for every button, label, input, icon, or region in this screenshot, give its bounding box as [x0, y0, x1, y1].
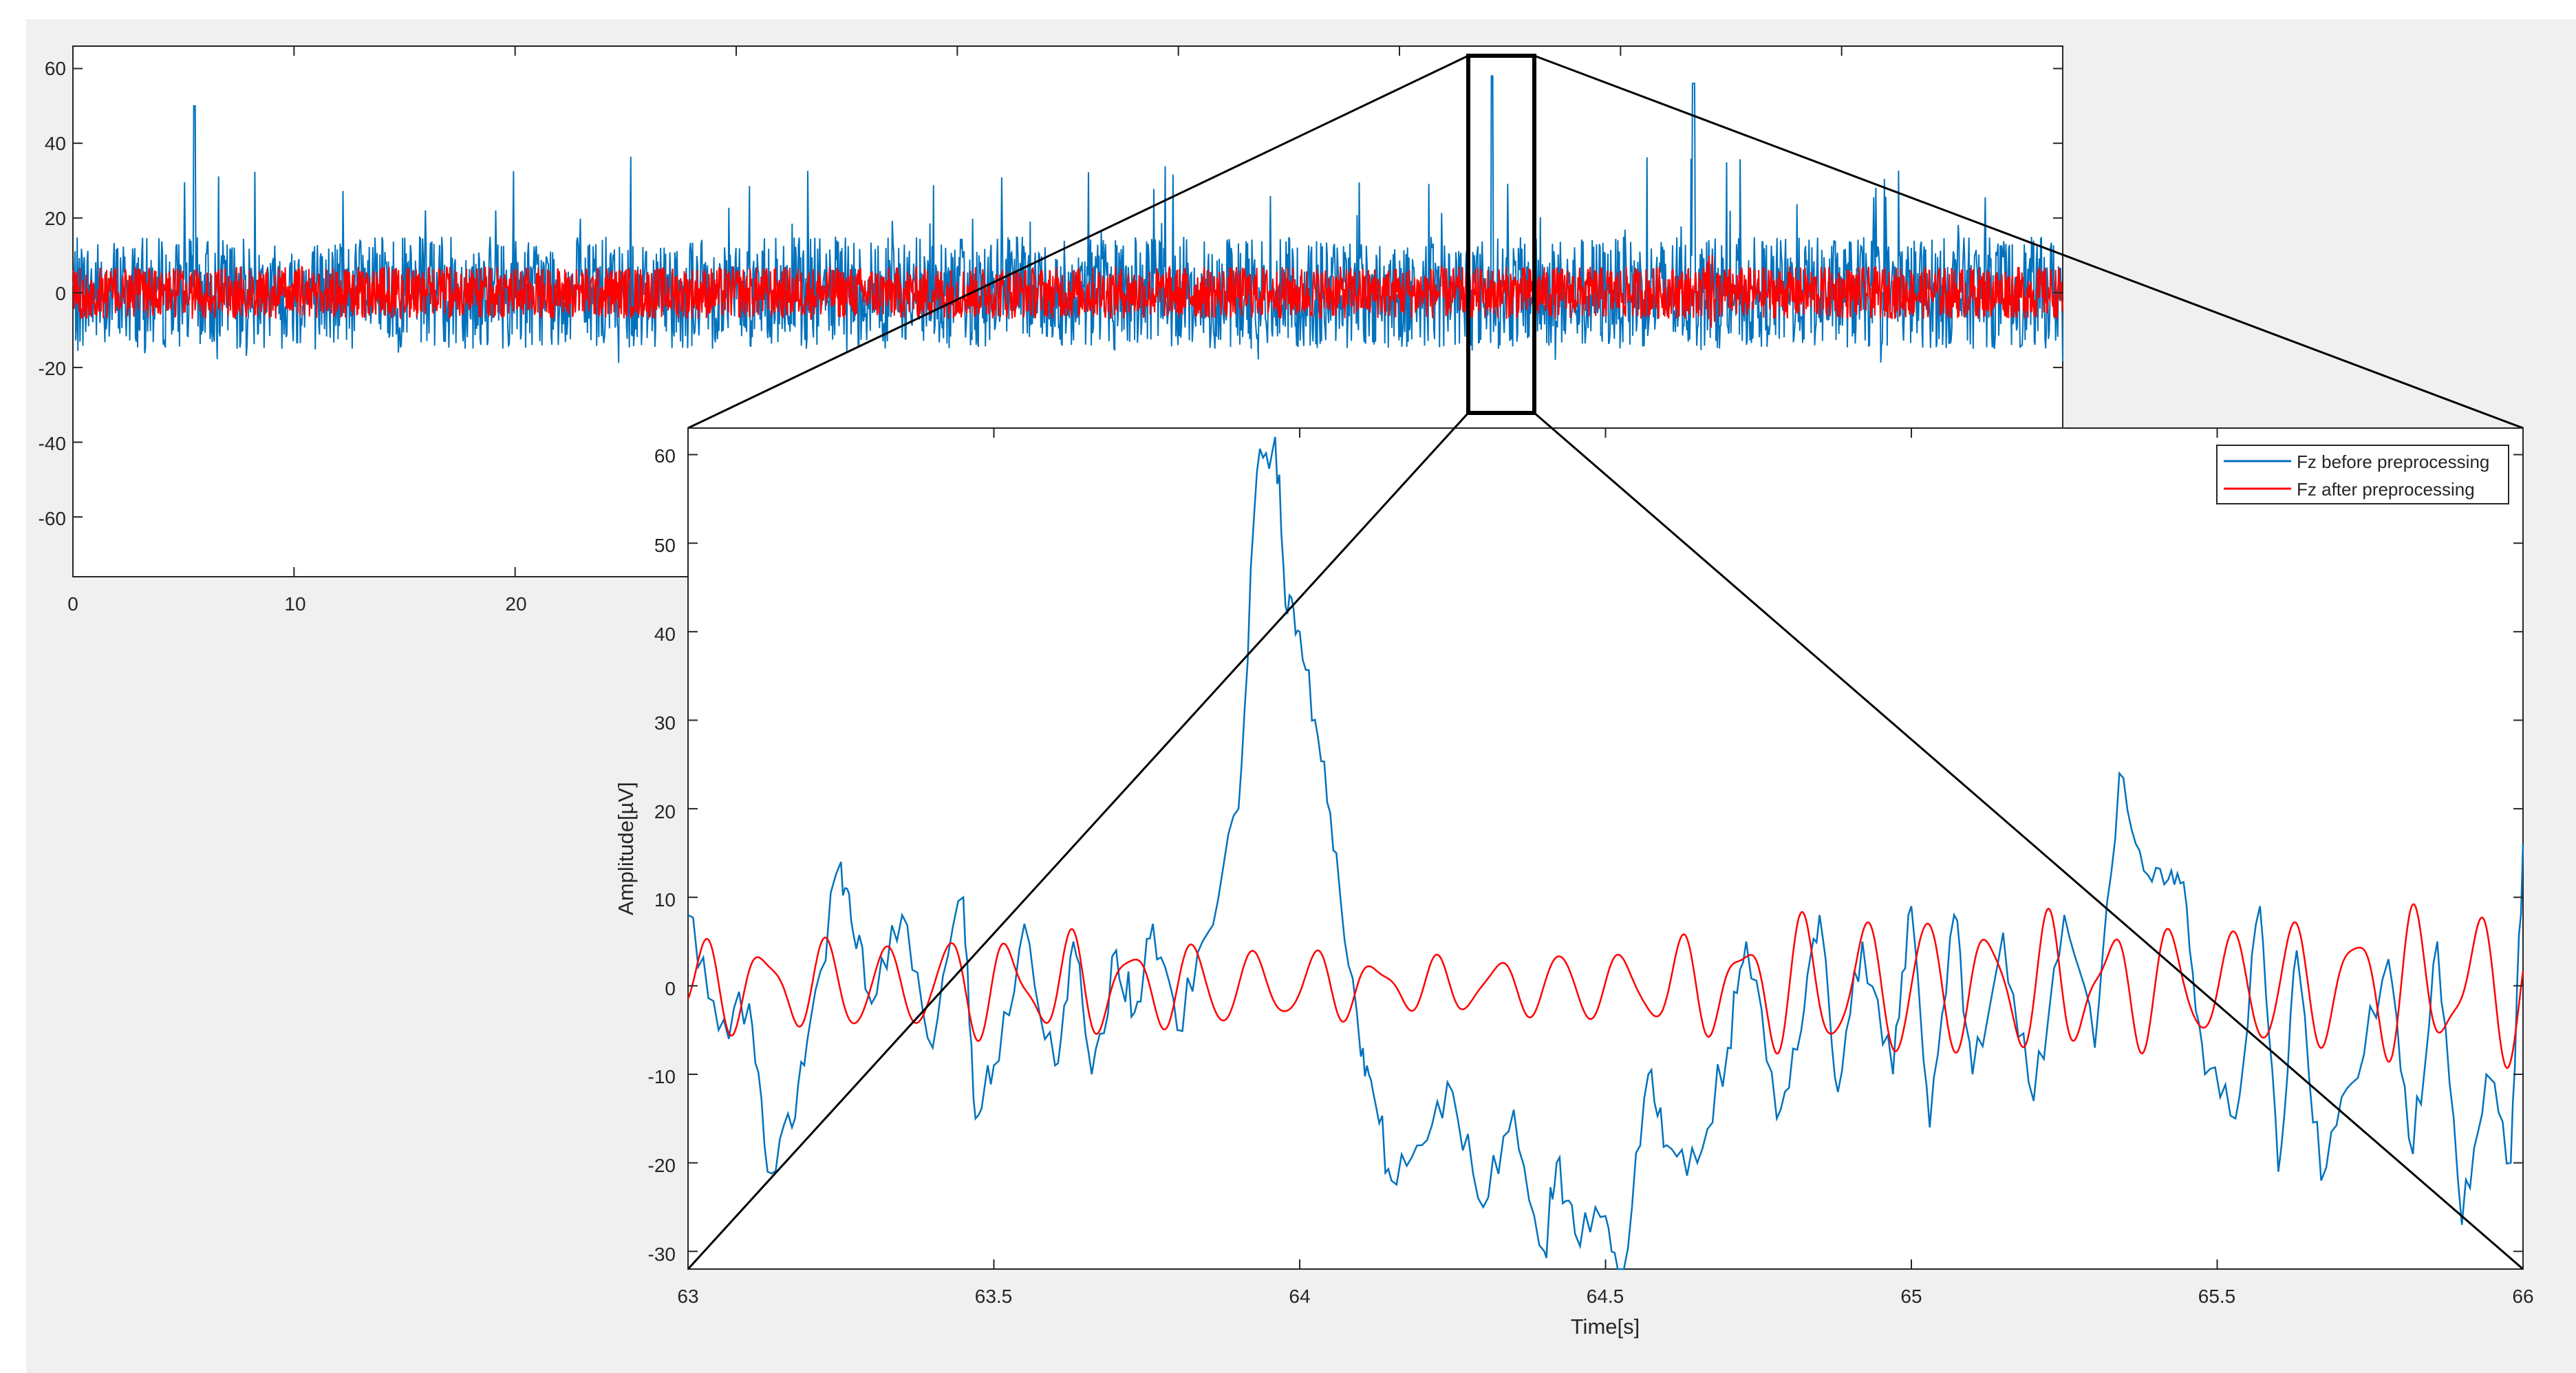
zoom-connector-line — [687, 412, 1470, 1270]
zoomed-x-tick-label: 66 — [2512, 1286, 2533, 1307]
zoomed-y-tick-labels: 60 50 40 30 20 10 0 -10 -20 -30 — [648, 445, 676, 1265]
overview-y-tick-label: 0 — [55, 283, 66, 304]
y-axis-label: Amplitude[µV] — [614, 782, 638, 915]
overview-x-tick-label: 0 — [67, 593, 78, 615]
zoomed-tick-group — [687, 428, 2524, 1269]
zoom-window-box — [1466, 54, 1536, 415]
zoomed-y-tick-label: -20 — [648, 1155, 676, 1176]
overview-x-tick-label: 20 — [505, 593, 526, 615]
legend-label-before: Fz before preprocessing — [2297, 451, 2489, 472]
zoom-connector-lines-inner — [687, 412, 2524, 1270]
overview-series-group — [72, 75, 2063, 363]
overview-y-tick-label: -60 — [39, 508, 66, 529]
overview-y-tick-label: 60 — [45, 58, 66, 79]
zoomed-y-tick-label: -30 — [648, 1244, 676, 1265]
overview-x-tick-label: 10 — [284, 593, 305, 615]
legend: Fz before preprocessing Fz after preproc… — [2216, 445, 2509, 504]
zoomed-y-tick-label: 10 — [654, 889, 676, 911]
overview-y-tick-labels: 60 40 20 0 -20 -40 -60 — [39, 58, 66, 529]
zoomed-x-tick-label: 63.5 — [975, 1286, 1013, 1307]
zoomed-y-tick-label: 50 — [654, 535, 676, 556]
zoomed-x-tick-label: 65 — [1900, 1286, 1922, 1307]
zoomed-axes: 60 50 40 30 20 10 0 -10 -20 -30 63 63.5 … — [614, 412, 2534, 1339]
zoomed-y-tick-label: -10 — [648, 1066, 676, 1087]
zoomed-y-tick-label: 40 — [654, 624, 676, 645]
overview-y-tick-label: -40 — [39, 433, 66, 454]
zoomed-y-tick-label: 60 — [654, 445, 676, 467]
zoomed-series-group — [687, 436, 2524, 1270]
zoom-connector-line — [1534, 412, 2524, 1270]
zoom-connector-line — [1534, 54, 2524, 429]
zoomed-series-before — [687, 436, 2524, 1270]
zoomed-x-tick-label: 65.5 — [2198, 1286, 2236, 1307]
zoom-connector-lines — [687, 54, 2524, 429]
overview-series-after — [72, 255, 2063, 328]
overview-x-tick-labels: 0 10 20 — [67, 593, 526, 615]
legend-label-after: Fz after preprocessing — [2297, 479, 2475, 500]
overview-y-tick-label: -20 — [39, 358, 66, 379]
legend-box — [2216, 445, 2509, 504]
overview-y-tick-label: 40 — [45, 133, 66, 154]
zoomed-plot-area — [687, 427, 2524, 1270]
zoomed-x-tick-label: 63 — [677, 1286, 698, 1307]
x-axis-label: Time[s] — [1571, 1315, 1640, 1339]
overview-y-tick-label: 20 — [45, 208, 66, 229]
zoomed-y-tick-label: 30 — [654, 712, 676, 734]
zoomed-x-tick-labels: 63 63.5 64 64.5 65 65.5 66 — [677, 1286, 2533, 1307]
zoom-connector-line — [687, 54, 1469, 429]
zoomed-series-after — [687, 903, 2524, 1069]
zoomed-x-tick-label: 64 — [1289, 1286, 1310, 1307]
zoomed-x-tick-label: 64.5 — [1587, 1286, 1624, 1307]
zoomed-y-tick-label: 0 — [665, 978, 676, 999]
zoomed-y-tick-label: 20 — [654, 801, 676, 822]
